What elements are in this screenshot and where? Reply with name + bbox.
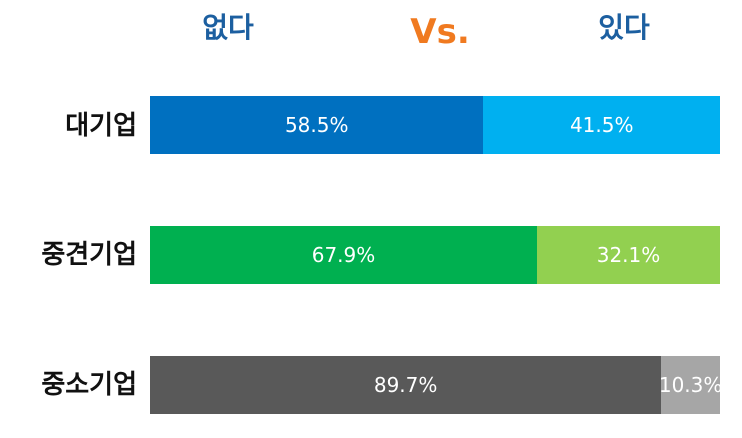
data-label: 10.3% bbox=[661, 373, 720, 397]
bar-segment-no: 58.5% bbox=[150, 96, 484, 154]
header-vs-label: Vs. bbox=[410, 12, 470, 52]
data-label: 67.9% bbox=[311, 243, 376, 267]
bar-segment-no: 67.9% bbox=[150, 226, 538, 284]
bar-segment-yes: 32.1% bbox=[537, 226, 720, 284]
category-label: 대기업 bbox=[65, 111, 137, 141]
data-label: 41.5% bbox=[569, 113, 634, 137]
header-yes-label: 있다 bbox=[598, 11, 650, 44]
data-label: 58.5% bbox=[284, 113, 349, 137]
header-no-label: 없다 bbox=[202, 11, 254, 44]
bar-row: 58.5% 41.5% bbox=[150, 96, 720, 154]
category-label: 중견기업 bbox=[41, 240, 137, 270]
data-label: 32.1% bbox=[596, 243, 661, 267]
chart-header: 없다 Vs. 있다 bbox=[0, 0, 742, 70]
category-label: 중소기업 bbox=[41, 370, 137, 400]
bar-segment-yes: 10.3% bbox=[661, 356, 720, 414]
bar-row: 89.7% 10.3% bbox=[150, 356, 720, 414]
bar-segment-yes: 41.5% bbox=[483, 96, 720, 154]
bar-segment-no: 89.7% bbox=[150, 356, 662, 414]
bar-row: 67.9% 32.1% bbox=[150, 226, 720, 284]
data-label: 89.7% bbox=[373, 373, 438, 397]
